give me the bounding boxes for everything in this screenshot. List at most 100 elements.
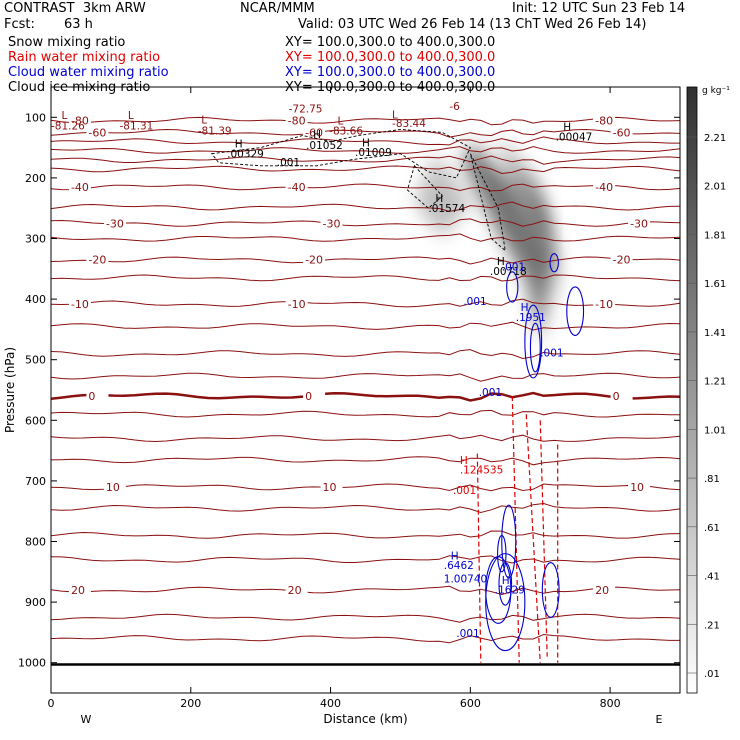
field-name-snow: Snow mixing ratio: [8, 35, 126, 50]
temperature-contour: [50, 218, 681, 227]
fcst-value: 63 h: [64, 17, 93, 32]
extremum-label: H: [502, 575, 510, 587]
extremum-label: .001: [453, 485, 476, 497]
extremum-label: -81.26: [51, 120, 85, 132]
temperature-contour-label: -40: [71, 181, 89, 194]
field-xy-cloud-ice: XY= 100.0,300.0 to 400.0,300.0: [285, 80, 496, 95]
x-axis-label: Distance (km): [323, 712, 407, 726]
temperature-contour: [50, 321, 681, 331]
x-tick-label: 0: [48, 697, 55, 710]
temperature-contour: [50, 456, 681, 466]
extremum-label: L: [61, 110, 67, 122]
extremum-label: H: [563, 122, 571, 134]
extremum-label: .01009: [355, 147, 392, 159]
temperature-contour: [50, 633, 680, 644]
field-xy-cloud-water: XY= 100.0,300.0 to 400.0,300.0: [285, 65, 496, 80]
extremum-label: L: [392, 110, 398, 122]
field-name-cloud-water: Cloud water mixing ratio: [8, 65, 169, 80]
temperature-contour-label: -80: [288, 114, 306, 127]
extremum-label: H: [235, 139, 243, 151]
temperature-contour: [50, 483, 681, 492]
temperature-contour: [50, 146, 681, 154]
x-end-label-west: W: [80, 713, 91, 726]
y-tick-label: 100: [25, 111, 46, 124]
extremum-label: H: [451, 551, 459, 563]
y-axis-label: Pressure (hPa): [3, 347, 17, 433]
temperature-contour: [50, 613, 681, 623]
field-xy-snow: XY= 100.0,300.0 to 400.0,300.0: [285, 35, 496, 50]
temperature-contour: [50, 502, 681, 514]
temperature-contour-label: 10: [323, 481, 337, 494]
temperature-contour: [50, 183, 681, 192]
center-title: NCAR/MMM: [240, 1, 315, 16]
temperature-contour-label: -80: [71, 114, 89, 127]
colorbar-label: .81: [704, 474, 720, 485]
cloud-water-contour: [501, 504, 517, 579]
plot-frame: [50, 86, 681, 694]
temperature-contour: [50, 233, 681, 242]
extremum-label: H: [435, 193, 443, 205]
extremum-label: -81.39: [198, 125, 232, 137]
extremum-label: .00718: [490, 266, 527, 278]
temperature-contour-label: -30: [106, 217, 124, 230]
y-tick-label: 900: [25, 596, 46, 609]
cloud-water-contour: [497, 534, 507, 573]
colorbar-label: 1.01: [704, 425, 726, 436]
temperature-contour-label: -10: [288, 298, 306, 311]
temperature-contour: [50, 409, 681, 418]
extremum-label: -83.44: [392, 118, 426, 130]
temperature-contour-label: -30: [323, 217, 341, 230]
temperature-contour-label: -20: [305, 254, 323, 267]
rain-water-contour: [476, 453, 482, 663]
extremum-label: H: [460, 455, 468, 467]
snow-shading-0: [463, 141, 555, 342]
extremum-label: .1951: [516, 312, 546, 324]
y-tick-label: 700: [25, 475, 46, 488]
cloud-ice-contour: [469, 153, 506, 252]
field-xy-rain: XY= 100.0,300.0 to 400.0,300.0: [285, 50, 496, 65]
temperature-contour: [50, 201, 681, 212]
field-name-rain: Rain water mixing ratio: [8, 50, 161, 65]
rain-water-contour: [525, 414, 541, 663]
temperature-contour-label: -60: [305, 126, 323, 139]
temperature-contour-label: -10: [71, 298, 89, 311]
y-tick-label: 500: [25, 354, 46, 367]
colorbar-label: 1.41: [704, 328, 726, 339]
extremum-label: H: [521, 302, 529, 314]
temperature-contour-label: 0: [88, 390, 95, 403]
temperature-contour: [50, 274, 681, 282]
extremum-label: .01574: [428, 203, 465, 215]
extremum-label: .001: [502, 262, 525, 274]
temperature-contour-label: 20: [595, 584, 609, 597]
x-tick-label: 600: [460, 697, 481, 710]
temperature-contour: [50, 585, 681, 596]
extremum-label: .01052: [306, 140, 343, 152]
colorbar-label: 1.81: [704, 230, 726, 241]
snow-shading-1: [498, 135, 558, 312]
extremum-label: -81.31: [119, 120, 153, 132]
extremum-label: L: [128, 110, 134, 122]
extremum-label: .001: [479, 387, 502, 399]
colorbar: [686, 86, 698, 694]
temperature-contour-label: 20: [71, 584, 85, 597]
extremum-label: .001: [540, 348, 563, 360]
temperature-contour-label: 10: [630, 481, 644, 494]
cloud-water-contour: [541, 562, 560, 618]
extremum-label: 1.00740: [444, 574, 487, 586]
extremum-label: H: [497, 256, 505, 268]
colorbar-label: 2.01: [704, 182, 726, 193]
extremum-label: .001: [456, 628, 479, 640]
x-tick-label: 400: [320, 697, 341, 710]
temperature-contour: [50, 165, 681, 175]
temperature-contour-label: -60: [613, 126, 631, 139]
extremum-label: .00329: [227, 148, 264, 160]
cloud-water-contour: [529, 322, 541, 373]
extremum-label: .6462: [444, 560, 474, 572]
temperature-contour: [50, 155, 681, 165]
colorbar-label: 2.21: [704, 133, 726, 144]
colorbar-label: .41: [704, 572, 720, 583]
colorbar-label: .61: [704, 523, 720, 534]
cloud-water-contour: [549, 253, 559, 273]
cloud-water-contour: [566, 286, 585, 337]
temperature-contour: [50, 391, 681, 402]
